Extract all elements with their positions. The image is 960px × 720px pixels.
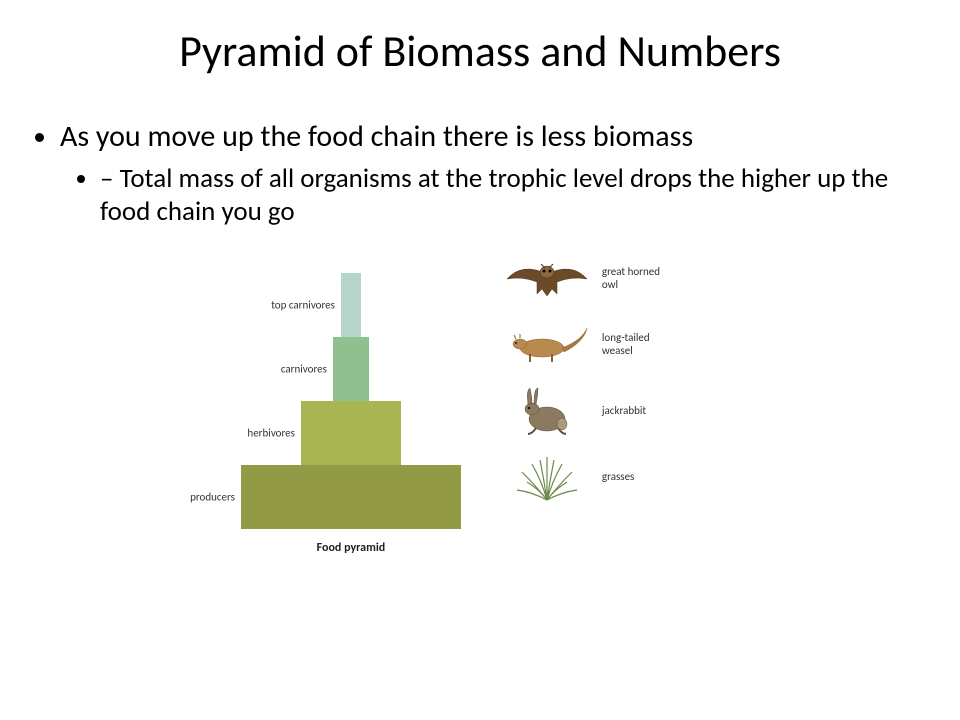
pyramid-label: top carnivores xyxy=(271,299,341,312)
pyramid-level-carnivores: carnivores xyxy=(333,337,369,401)
organism-row-weasel: long-tailed weasel xyxy=(502,315,740,375)
pyramid-level-producers: producers xyxy=(241,465,461,529)
organism-label-line: long-tailed xyxy=(602,331,650,344)
grasses-icon xyxy=(502,452,592,502)
organism-label-line: great horned xyxy=(602,265,660,278)
pyramid-caption: Food pyramid xyxy=(317,541,386,555)
organism-row-owl: great horned owl xyxy=(502,249,740,309)
organism-row-jackrabbit: jackrabbit xyxy=(502,381,740,441)
weasel-icon xyxy=(502,320,592,370)
pyramid-label: herbivores xyxy=(247,427,301,440)
organisms-column: great horned owl xyxy=(502,245,740,555)
organism-label: long-tailed weasel xyxy=(602,332,650,357)
owl-icon xyxy=(502,254,592,304)
organism-label-line: grasses xyxy=(602,470,634,483)
pyramid-label: producers xyxy=(190,491,241,504)
pyramid-column: producers herbivores carnivores top carn… xyxy=(220,245,482,555)
organism-label: great horned owl xyxy=(602,266,660,291)
organism-row-grasses: grasses xyxy=(502,447,740,507)
bullet-main: As you move up the food chain there is l… xyxy=(60,118,920,229)
pyramid-level-herbivores: herbivores xyxy=(301,401,401,465)
organism-label-line: owl xyxy=(602,278,618,291)
organism-label-line: jackrabbit xyxy=(602,404,646,417)
organism-label: grasses xyxy=(602,471,634,484)
pyramid-label: carnivores xyxy=(281,363,333,376)
slide-title: Pyramid of Biomass and Numbers xyxy=(40,24,920,78)
pyramid-level-top-carnivores: top carnivores xyxy=(341,273,361,337)
organism-label-line: weasel xyxy=(602,344,633,357)
jackrabbit-icon xyxy=(502,384,592,439)
bullet-main-text: As you move up the food chain there is l… xyxy=(60,118,693,155)
bullet-list: As you move up the food chain there is l… xyxy=(60,118,920,229)
sub-bullet: Total mass of all organisms at the troph… xyxy=(100,162,920,230)
sub-bullet-list: Total mass of all organisms at the troph… xyxy=(100,162,920,230)
organism-label: jackrabbit xyxy=(602,405,646,418)
food-pyramid-diagram: producers herbivores carnivores top carn… xyxy=(220,245,740,555)
